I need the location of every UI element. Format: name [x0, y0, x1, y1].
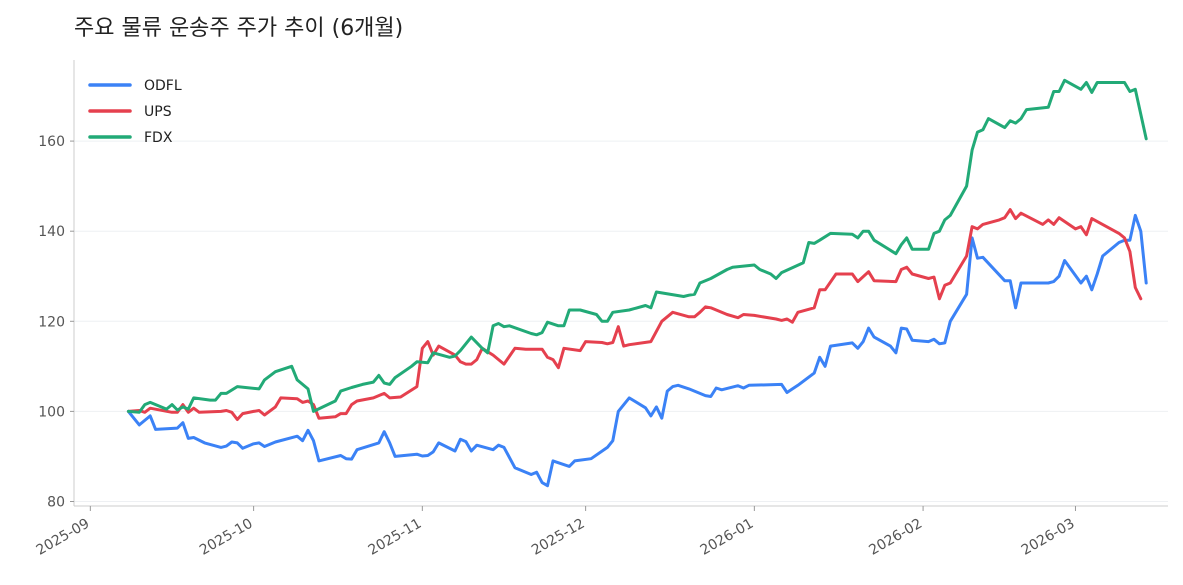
x-tick-label: 2025-10 — [197, 516, 256, 559]
x-tick-label: 2026-03 — [1019, 516, 1078, 559]
gridlines — [74, 140, 1168, 502]
series-line-odfl — [126, 213, 1148, 488]
legend-label-fdx: FDX — [144, 130, 173, 146]
x-tick-label: 2026-01 — [698, 516, 757, 559]
axes — [73, 60, 1168, 507]
series-line-fdx — [126, 78, 1148, 414]
chart-title: 주요 물류 운송주 주가 추이 (6개월) — [74, 16, 404, 41]
x-axis-ticks: 2025-09 2025-10 2025-11 2025-12 2026-01 2026-… — [34, 506, 1078, 559]
series-lines — [126, 78, 1148, 488]
y-tick-label: 140 — [38, 224, 65, 240]
x-tick-label: 2026-02 — [866, 516, 925, 559]
legend-label-ups: UPS — [144, 104, 172, 120]
y-tick-label: 120 — [38, 314, 65, 330]
y-tick-label: 160 — [38, 134, 65, 150]
legend: ODFL UPS FDX — [88, 78, 182, 146]
series-line-ups — [126, 208, 1143, 421]
legend-label-odfl: ODFL — [144, 78, 182, 94]
x-tick-label: 2025-09 — [34, 516, 93, 559]
y-axis-ticks: 80 100 120 140 160 — [38, 134, 74, 510]
y-tick-label: 100 — [38, 404, 65, 420]
x-tick-label: 2025-12 — [529, 516, 588, 559]
y-tick-label: 80 — [47, 494, 65, 510]
x-tick-label: 2025-11 — [366, 516, 425, 559]
